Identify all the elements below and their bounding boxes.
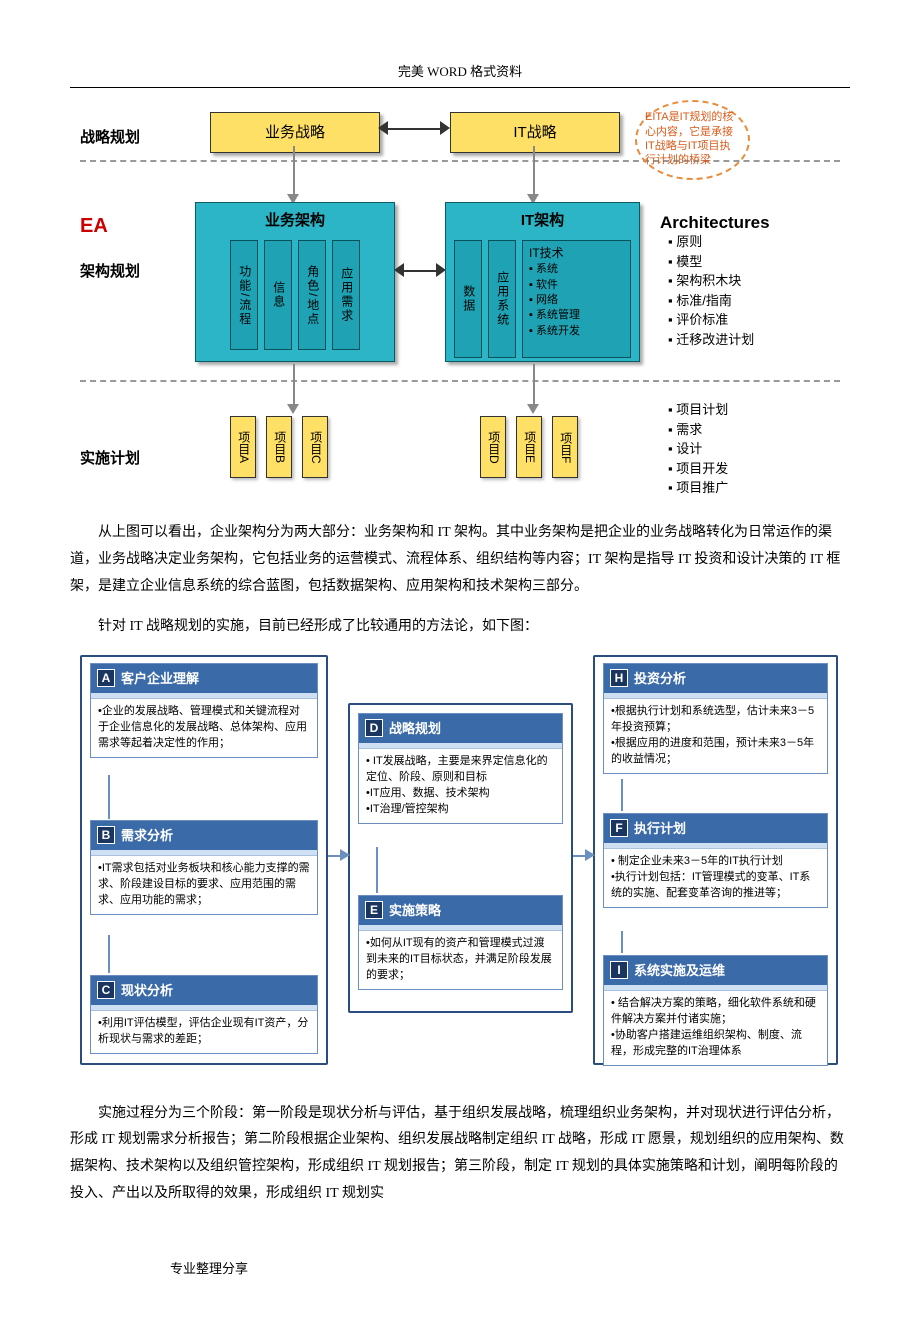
dashed-line-2 (80, 380, 840, 382)
conn-v4 (533, 364, 535, 406)
proj-e: 项目E (516, 416, 542, 478)
it-tech-title: IT技术 (529, 245, 624, 262)
biz-col-1: 信息 (264, 240, 292, 350)
card-b: B需求分析 •IT需求包括对业务板块和核心能力支撑的需求、阶段建设目标的要求、应… (90, 820, 318, 915)
proj-d: 项目D (480, 416, 506, 478)
arrow-top (386, 128, 442, 130)
conn-bc (108, 935, 110, 973)
row-label-strategy: 战略规划 (80, 124, 140, 151)
proj-b: 项目B (266, 416, 292, 478)
box-biz-strategy: 业务战略 (210, 112, 380, 153)
card-f: F执行计划 • 制定企业未来3－5年的IT执行计划 •执行计划包括：IT管理模式… (603, 813, 828, 908)
proj-c: 项目C (302, 416, 328, 478)
biz-col-0: 功能/流程 (230, 240, 258, 350)
arrow-mid (402, 270, 438, 272)
box-it-strategy: IT战略 (450, 112, 620, 153)
box-biz-arch: 业务架构 功能/流程 信息 角色/地点 应用需求 (195, 202, 395, 362)
conn-2-head (585, 849, 595, 861)
arch-bullets: ▪ 原则 ▪ 模型 ▪ 架构积木块 ▪ 标准/指南 ▪ 评价标准 ▪ 迁移改进计… (668, 232, 754, 349)
proj-a: 项目A (230, 416, 256, 478)
card-h: H投资分析 •根据执行计划和系统选型，估计未来3－5年投资预算； •根据应用的进… (603, 663, 828, 774)
it-tech-list: IT技术 ▪ 系统 ▪ 软件 ▪ 网络 ▪ 系统管理 ▪ 系统开发 (522, 240, 631, 358)
conn-1-head (340, 849, 350, 861)
card-a: A客户企业理解 •企业的发展战略、管理模式和关键流程对于企业信息化的发展战略、总… (90, 663, 318, 758)
card-e: E实施策略 •如何从IT现有的资产和管理模式过渡到未来的IT目标状态，并满足阶段… (358, 895, 563, 990)
paragraph-1: 从上图可以看出，企业架构分为两大部分：业务架构和 IT 架构。其中业务架构是把企… (70, 520, 850, 600)
proj-f: 项目F (552, 416, 578, 478)
conn-fi (621, 931, 623, 953)
conn-ab (108, 775, 110, 819)
conn-de (376, 847, 378, 893)
conn-v4-head (527, 404, 539, 414)
paragraph-2: 针对 IT 战略规划的实施，目前已经形成了比较通用的方法论，如下图： (70, 614, 850, 641)
it-col-1: 应用系统 (488, 240, 516, 358)
conn-v2 (533, 146, 535, 196)
paragraph-3: 实施过程分为三个阶段：第一阶段是现状分析与评估，基于组织发展战略，梳理组织业务架… (70, 1101, 850, 1207)
header-rule (70, 87, 850, 88)
row-label-impl: 实施计划 (80, 445, 140, 472)
conn-hf (621, 779, 623, 811)
ea-label: EA (80, 208, 108, 244)
page-footer: 专业整理分享 (70, 1257, 850, 1280)
it-tech-4: ▪ 系统开发 (529, 324, 624, 339)
card-c: C现状分析 •利用IT评估模型，评估企业现有IT资产，分析现状与需求的差距； (90, 975, 318, 1054)
card-d: D战略规划 • IT发展战略，主要是来界定信息化的定位、阶段、原则和目标 •IT… (358, 713, 563, 824)
conn-v3 (293, 364, 295, 406)
it-col-0: 数据 (454, 240, 482, 358)
it-tech-2: ▪ 网络 (529, 293, 624, 308)
biz-arch-title: 业务架构 (196, 203, 394, 240)
it-arch-title: IT架构 (446, 203, 639, 240)
card-i: I系统实施及运维 • 结合解决方案的策略，细化软件系统和硬件解决方案并付诸实施；… (603, 955, 828, 1066)
it-tech-0: ▪ 系统 (529, 262, 624, 277)
conn-v3-head (287, 404, 299, 414)
it-tech-3: ▪ 系统管理 (529, 308, 624, 323)
biz-col-2: 角色/地点 (298, 240, 326, 350)
proj-bullets: ▪ 项目计划 ▪ 需求 ▪ 设计 ▪ 项目开发 ▪ 项目推广 (668, 400, 728, 498)
ea-diagram: 战略规划 EA 架构规划 实施计划 业务战略 IT战略 EITA是IT规划的核心… (80, 100, 840, 500)
methodology-diagram: A客户企业理解 •企业的发展战略、管理模式和关键流程对于企业信息化的发展战略、总… (80, 655, 840, 1085)
box-it-arch: IT架构 数据 应用系统 IT技术 ▪ 系统 ▪ 软件 ▪ 网络 ▪ 系统管理 … (445, 202, 640, 362)
conn-v1 (293, 146, 295, 196)
page-header: 完美 WORD 格式资料 (70, 60, 850, 83)
callout-eita: EITA是IT规划的核心内容，它是承接IT战略与IT项目执行计划的桥梁 (635, 100, 750, 180)
it-tech-1: ▪ 软件 (529, 278, 624, 293)
row-label-arch: 架构规划 (80, 258, 140, 285)
biz-col-3: 应用需求 (332, 240, 360, 350)
